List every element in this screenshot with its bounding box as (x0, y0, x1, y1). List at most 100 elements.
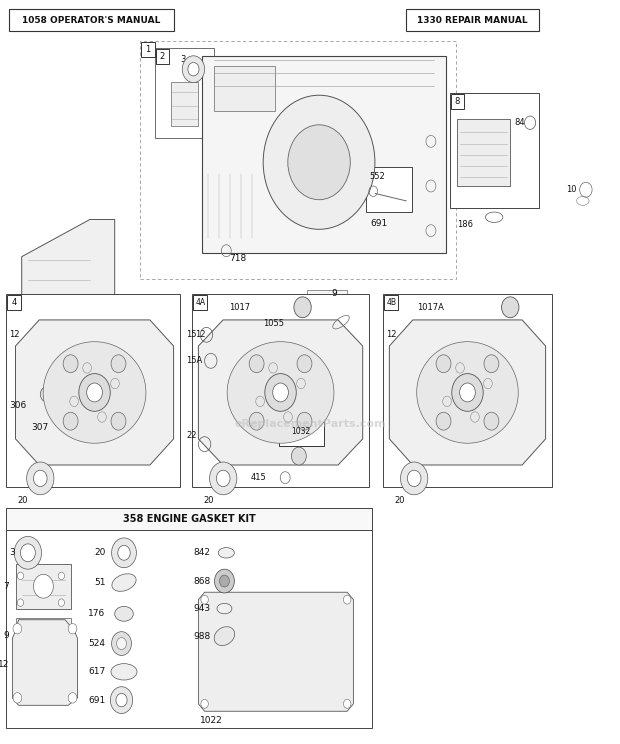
Text: 7: 7 (4, 582, 9, 591)
Circle shape (263, 95, 375, 229)
Text: 358 ENGINE GASKET KIT: 358 ENGINE GASKET KIT (123, 514, 255, 525)
Text: 186: 186 (457, 220, 473, 229)
Polygon shape (22, 219, 115, 383)
Ellipse shape (218, 548, 234, 558)
Circle shape (17, 599, 24, 606)
Circle shape (68, 623, 77, 634)
Polygon shape (16, 320, 174, 465)
Text: 20: 20 (394, 496, 405, 505)
Bar (141, 42, 155, 57)
Text: 4B: 4B (386, 298, 396, 307)
Bar (156, 49, 169, 64)
Text: 3: 3 (180, 55, 185, 64)
Circle shape (273, 383, 288, 402)
Circle shape (436, 355, 451, 373)
Circle shape (13, 623, 22, 634)
Bar (16, 564, 71, 609)
Bar (193, 295, 207, 310)
Bar (450, 93, 539, 208)
Text: 306: 306 (9, 401, 27, 410)
Text: 1058 OPERATOR'S MANUAL: 1058 OPERATOR'S MANUAL (22, 16, 161, 25)
Text: 12: 12 (195, 330, 206, 339)
Circle shape (407, 470, 421, 487)
Polygon shape (198, 592, 353, 711)
Circle shape (111, 355, 126, 373)
Circle shape (201, 595, 208, 604)
Circle shape (13, 693, 22, 703)
Text: 1017A: 1017A (417, 303, 444, 312)
Circle shape (343, 699, 351, 708)
Circle shape (58, 599, 64, 606)
Text: 415: 415 (251, 473, 267, 482)
Text: 307: 307 (31, 423, 48, 432)
Circle shape (294, 297, 311, 318)
Text: 1022: 1022 (200, 716, 223, 725)
Text: 12: 12 (9, 330, 20, 339)
Circle shape (452, 373, 483, 411)
Circle shape (112, 538, 136, 568)
Circle shape (110, 687, 133, 713)
Bar (140, 41, 456, 279)
Text: 4: 4 (12, 298, 17, 307)
Text: 1017: 1017 (229, 303, 250, 312)
Bar (406, 9, 539, 31)
Bar (192, 294, 369, 487)
Circle shape (33, 470, 47, 487)
Circle shape (14, 536, 42, 569)
Circle shape (68, 693, 77, 703)
Bar (451, 94, 464, 109)
Circle shape (112, 632, 131, 655)
Text: 10: 10 (566, 185, 577, 194)
Circle shape (20, 544, 35, 562)
Text: 15: 15 (186, 330, 197, 339)
Bar (307, 290, 347, 316)
Text: 12: 12 (0, 660, 9, 669)
Bar (6, 508, 372, 728)
Circle shape (63, 412, 78, 430)
Ellipse shape (43, 341, 146, 443)
Ellipse shape (112, 574, 136, 591)
Ellipse shape (111, 664, 137, 680)
Text: 84: 84 (515, 118, 525, 127)
Bar (202, 56, 446, 253)
Text: 2: 2 (160, 52, 165, 61)
Circle shape (63, 355, 78, 373)
Bar (7, 295, 21, 310)
Text: eReplacementParts.com: eReplacementParts.com (234, 419, 386, 429)
Bar (383, 294, 552, 487)
Text: 1330 REPAIR MANUAL: 1330 REPAIR MANUAL (417, 16, 528, 25)
Text: 20: 20 (203, 496, 214, 505)
Text: 943: 943 (193, 604, 211, 613)
Text: 691: 691 (88, 696, 105, 705)
Ellipse shape (115, 606, 133, 621)
Ellipse shape (417, 341, 518, 443)
Text: 20: 20 (94, 548, 105, 557)
Circle shape (116, 693, 127, 707)
Circle shape (33, 574, 53, 598)
Bar (366, 167, 412, 212)
Circle shape (219, 575, 229, 587)
Circle shape (216, 470, 230, 487)
Circle shape (215, 569, 234, 593)
Circle shape (291, 447, 306, 465)
Circle shape (111, 412, 126, 430)
Text: 617: 617 (88, 667, 105, 676)
Circle shape (288, 125, 350, 199)
Ellipse shape (227, 341, 334, 443)
Circle shape (401, 462, 428, 495)
Bar (6, 508, 372, 530)
Text: 842: 842 (194, 548, 211, 557)
Text: 8: 8 (455, 97, 460, 106)
Circle shape (249, 412, 264, 430)
Ellipse shape (215, 626, 234, 646)
Bar (9, 9, 174, 31)
Circle shape (459, 383, 476, 402)
Circle shape (79, 373, 110, 411)
Bar (384, 295, 398, 310)
Bar (16, 618, 71, 653)
Polygon shape (389, 320, 546, 465)
Circle shape (118, 545, 130, 560)
Polygon shape (198, 320, 363, 465)
Text: 4A: 4A (195, 298, 205, 307)
Circle shape (201, 699, 208, 708)
